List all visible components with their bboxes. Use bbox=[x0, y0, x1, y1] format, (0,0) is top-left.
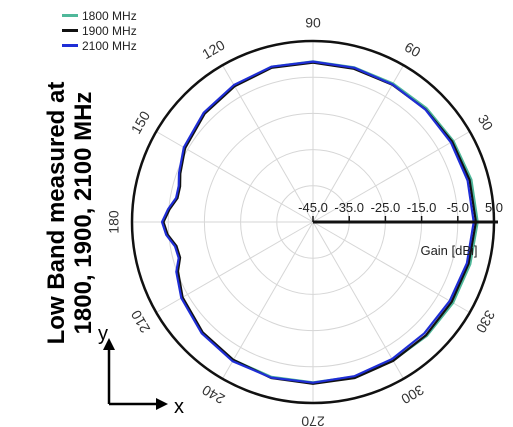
grid-spoke bbox=[312, 64, 404, 223]
y-axis-letter: y bbox=[98, 323, 108, 345]
angle-tick-label: 180 bbox=[106, 210, 122, 234]
side-title: Low Band measured at 1800, 1900, 2100 MH… bbox=[43, 48, 97, 378]
grid-spoke bbox=[155, 221, 314, 313]
angle-tick-label: 150 bbox=[128, 108, 154, 136]
series-line bbox=[160, 60, 475, 384]
coordinate-axes-icon: y x bbox=[98, 323, 184, 418]
radial-tick-label: 5.0 bbox=[485, 200, 503, 215]
side-title-line2: 1800, 1900, 2100 MHz bbox=[70, 91, 97, 335]
legend-swatch bbox=[62, 44, 78, 47]
angle-tick-label: 30 bbox=[475, 112, 497, 134]
radial-axis: -45.0 -35.0 -25.0 -15.0 -5.0 5.0 Gain [dBi] bbox=[298, 200, 503, 258]
x-axis-letter: x bbox=[174, 396, 184, 418]
angle-tick-label: 270 bbox=[301, 413, 325, 427]
legend-label: 2100 MHz bbox=[82, 38, 137, 53]
grid-spoke bbox=[222, 64, 314, 223]
radial-tick-label: -15.0 bbox=[407, 200, 437, 215]
grid-spoke bbox=[312, 221, 471, 313]
grid-spoke bbox=[222, 221, 314, 380]
data-series bbox=[160, 60, 479, 385]
polar-grid: 30 60 90 120 150 180 210 240 270 300 330 bbox=[106, 15, 499, 427]
angle-tick-label: 210 bbox=[128, 307, 154, 335]
grid-spoke bbox=[312, 221, 404, 380]
radial-tick-label: -35.0 bbox=[334, 200, 364, 215]
side-title-line1: Low Band measured at bbox=[43, 81, 70, 345]
angle-tick-label: 90 bbox=[305, 15, 321, 31]
angle-tick-label: 60 bbox=[402, 39, 424, 61]
legend-item: 2100 MHz bbox=[62, 38, 137, 53]
legend-swatch bbox=[62, 29, 78, 32]
grid-spoke bbox=[155, 131, 314, 223]
radial-tick-label: -25.0 bbox=[371, 200, 401, 215]
legend-item: 1900 MHz bbox=[62, 23, 137, 38]
radial-tick-label: -45.0 bbox=[298, 200, 328, 215]
legend-item: 1800 MHz bbox=[62, 8, 137, 23]
legend: 1800 MHz 1900 MHz 2100 MHz bbox=[62, 8, 137, 53]
angle-tick-label: 330 bbox=[473, 308, 499, 336]
grid-spoke bbox=[312, 131, 471, 223]
angle-tick-label: 240 bbox=[199, 382, 227, 408]
radial-axis-label: Gain [dBi] bbox=[420, 243, 477, 258]
legend-label: 1900 MHz bbox=[82, 23, 137, 38]
legend-swatch bbox=[62, 14, 78, 17]
legend-label: 1800 MHz bbox=[82, 8, 137, 23]
angle-tick-label: 120 bbox=[199, 37, 227, 63]
angle-tick-label: 300 bbox=[398, 382, 426, 408]
radial-tick-label: -5.0 bbox=[447, 200, 469, 215]
